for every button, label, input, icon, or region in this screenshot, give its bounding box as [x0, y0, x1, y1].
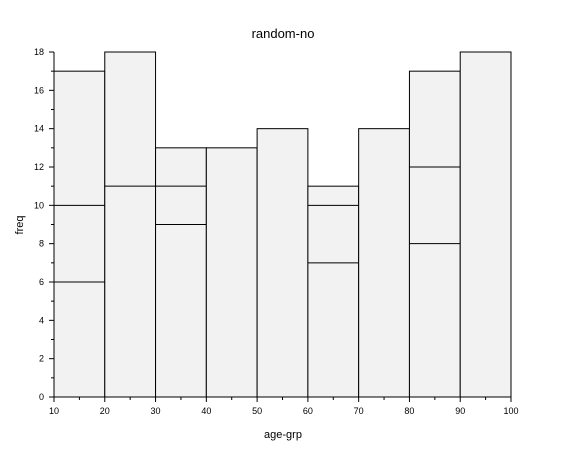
- y-tick-label: 0: [39, 392, 44, 402]
- x-tick-label: 20: [100, 406, 110, 416]
- axes-group: 10 20 30 40 50 60 70 80 90 100 0 2 4 6 8 10 12 14 16 18: [34, 47, 519, 416]
- y-tick-label: 16: [34, 85, 44, 95]
- bar-50-60: [256, 128, 309, 398]
- bar-70-80: [358, 128, 410, 398]
- bar-30-40: [155, 147, 207, 398]
- bar-40-50: [205, 147, 258, 398]
- y-tick-label: 18: [34, 47, 44, 57]
- x-tick-label: 90: [455, 406, 465, 416]
- y-axis-label: freq: [14, 216, 26, 235]
- x-tick-label: 10: [49, 406, 59, 416]
- x-axis-label: age-grp: [264, 429, 302, 441]
- bar-20-30: [104, 51, 157, 398]
- x-tick-label: 100: [503, 406, 518, 416]
- y-tick-label: 2: [39, 354, 44, 364]
- x-tick-label: 80: [404, 406, 414, 416]
- bar-80-90: [408, 70, 461, 398]
- chart-title: random-no: [252, 26, 315, 41]
- x-tick-label: 70: [354, 406, 364, 416]
- y-tick-label: 6: [39, 277, 44, 287]
- bar-60-70: [307, 185, 360, 398]
- y-tick-label: 12: [34, 162, 44, 172]
- y-tick-label: 10: [34, 200, 44, 210]
- x-tick-label: 50: [252, 406, 262, 416]
- bars-group: [53, 51, 512, 398]
- bar-10-20: [53, 70, 106, 398]
- y-tick-label: 14: [34, 124, 44, 134]
- bar-90-100: [459, 51, 512, 398]
- x-tick-label: 30: [151, 406, 161, 416]
- x-tick-label: 40: [201, 406, 211, 416]
- y-tick-label: 8: [39, 239, 44, 249]
- y-tick-label: 4: [39, 315, 44, 325]
- x-tick-label: 60: [303, 406, 313, 416]
